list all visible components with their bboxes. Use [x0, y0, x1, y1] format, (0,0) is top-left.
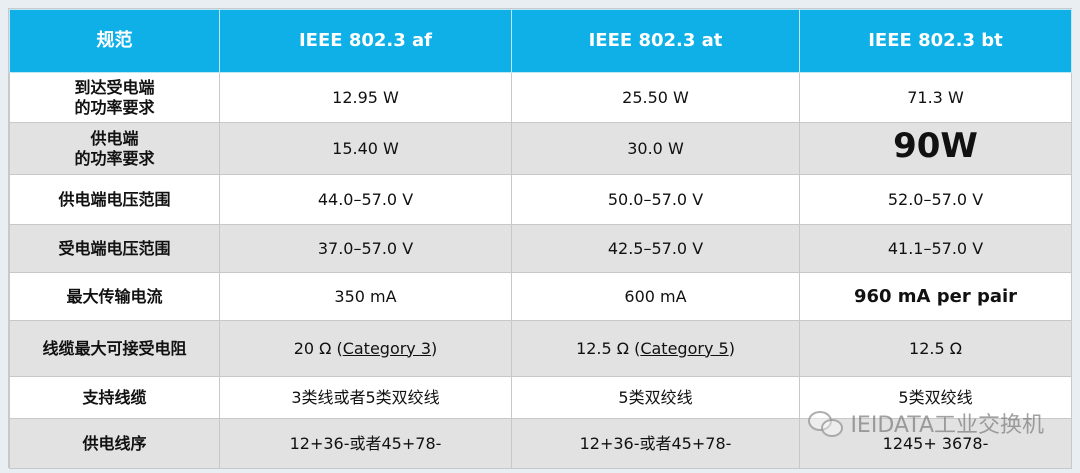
- table-row: 供电端 的功率要求 15.40 W 30.0 W 90W: [9, 122, 1072, 175]
- cell-af: 37.0–57.0 V: [219, 224, 512, 273]
- at-resistance-suffix: ): [728, 338, 735, 358]
- row-label-max-resistance: 线缆最大可接受电阻: [9, 320, 220, 377]
- poe-standards-table-container: 规范 IEEE 802.3 af IEEE 802.3 at IEEE 802.…: [8, 8, 1072, 469]
- table-row: 受电端电压范围 37.0–57.0 V 42.5–57.0 V 41.1–57.…: [9, 224, 1072, 273]
- table-row: 线缆最大可接受电阻 20 Ω (Category 3) 12.5 Ω (Cate…: [9, 320, 1072, 377]
- row-label-pd-power: 到达受电端 的功率要求: [9, 72, 220, 123]
- table-row: 到达受电端 的功率要求 12.95 W 25.50 W 71.3 W: [9, 72, 1072, 123]
- cell-at: 600 mA: [511, 272, 800, 321]
- table-header-row: 规范 IEEE 802.3 af IEEE 802.3 at IEEE 802.…: [9, 9, 1072, 73]
- cell-at: 12.5 Ω (Category 5): [511, 320, 800, 377]
- table-row: 供电线序 12+36-或者45+78- 12+36-或者45+78- 1245+…: [9, 418, 1072, 469]
- cell-bt: 90W: [799, 122, 1072, 175]
- cell-af: 3类线或者5类双绞线: [219, 376, 512, 419]
- row-label-line1: 到达受电端: [74, 77, 155, 97]
- header-at: IEEE 802.3 at: [511, 9, 800, 73]
- cell-af: 20 Ω (Category 3): [219, 320, 512, 377]
- row-label-pse-voltage: 供电端电压范围: [9, 174, 220, 225]
- cell-at: 50.0–57.0 V: [511, 174, 800, 225]
- af-resistance-value: 20 Ω (: [293, 338, 343, 358]
- header-af: IEEE 802.3 af: [219, 9, 512, 73]
- row-label-pd-voltage: 受电端电压范围: [9, 224, 220, 273]
- table-row: 最大传输电流 350 mA 600 mA 960 mA per pair: [9, 272, 1072, 321]
- cell-at: 42.5–57.0 V: [511, 224, 800, 273]
- category-3-link[interactable]: Category 3: [342, 338, 432, 358]
- cell-bt: 960 mA per pair: [799, 272, 1072, 321]
- cell-bt: 5类双绞线: [799, 376, 1072, 419]
- cell-at: 25.50 W: [511, 72, 800, 123]
- row-label-line2: 的功率要求: [74, 97, 155, 117]
- cell-af: 12.95 W: [219, 72, 512, 123]
- cell-bt: 52.0–57.0 V: [799, 174, 1072, 225]
- row-label-max-current: 最大传输电流: [9, 272, 220, 321]
- cell-bt: 71.3 W: [799, 72, 1072, 123]
- row-label-line1: 供电端: [90, 128, 139, 148]
- cell-at: 30.0 W: [511, 122, 800, 175]
- cell-bt: 12.5 Ω: [799, 320, 1072, 377]
- row-label-line2: 的功率要求: [74, 148, 155, 168]
- cell-at: 5类双绞线: [511, 376, 800, 419]
- table-row: 支持线缆 3类线或者5类双绞线 5类双绞线 5类双绞线: [9, 376, 1072, 419]
- row-label-pse-power: 供电端 的功率要求: [9, 122, 220, 175]
- table-row: 供电端电压范围 44.0–57.0 V 50.0–57.0 V 52.0–57.…: [9, 174, 1072, 225]
- category-5-link[interactable]: Category 5: [640, 338, 729, 358]
- cell-at: 12+36-或者45+78-: [511, 418, 800, 469]
- cell-bt: 1245+ 3678-: [799, 418, 1072, 469]
- bt-power-highlight: 90W: [893, 125, 978, 166]
- poe-standards-table: 规范 IEEE 802.3 af IEEE 802.3 at IEEE 802.…: [9, 9, 1072, 469]
- row-label-supported-cable: 支持线缆: [9, 376, 220, 419]
- cell-af: 44.0–57.0 V: [219, 174, 512, 225]
- header-spec: 规范: [9, 9, 220, 73]
- cell-af: 350 mA: [219, 272, 512, 321]
- header-bt: IEEE 802.3 bt: [799, 9, 1072, 73]
- af-resistance-suffix: ): [431, 338, 438, 358]
- cell-af: 15.40 W: [219, 122, 512, 175]
- cell-bt: 41.1–57.0 V: [799, 224, 1072, 273]
- cell-af: 12+36-或者45+78-: [219, 418, 512, 469]
- bt-current-highlight: 960 mA per pair: [853, 285, 1018, 307]
- at-resistance-value: 12.5 Ω (: [576, 338, 641, 358]
- row-label-pinout: 供电线序: [9, 418, 220, 469]
